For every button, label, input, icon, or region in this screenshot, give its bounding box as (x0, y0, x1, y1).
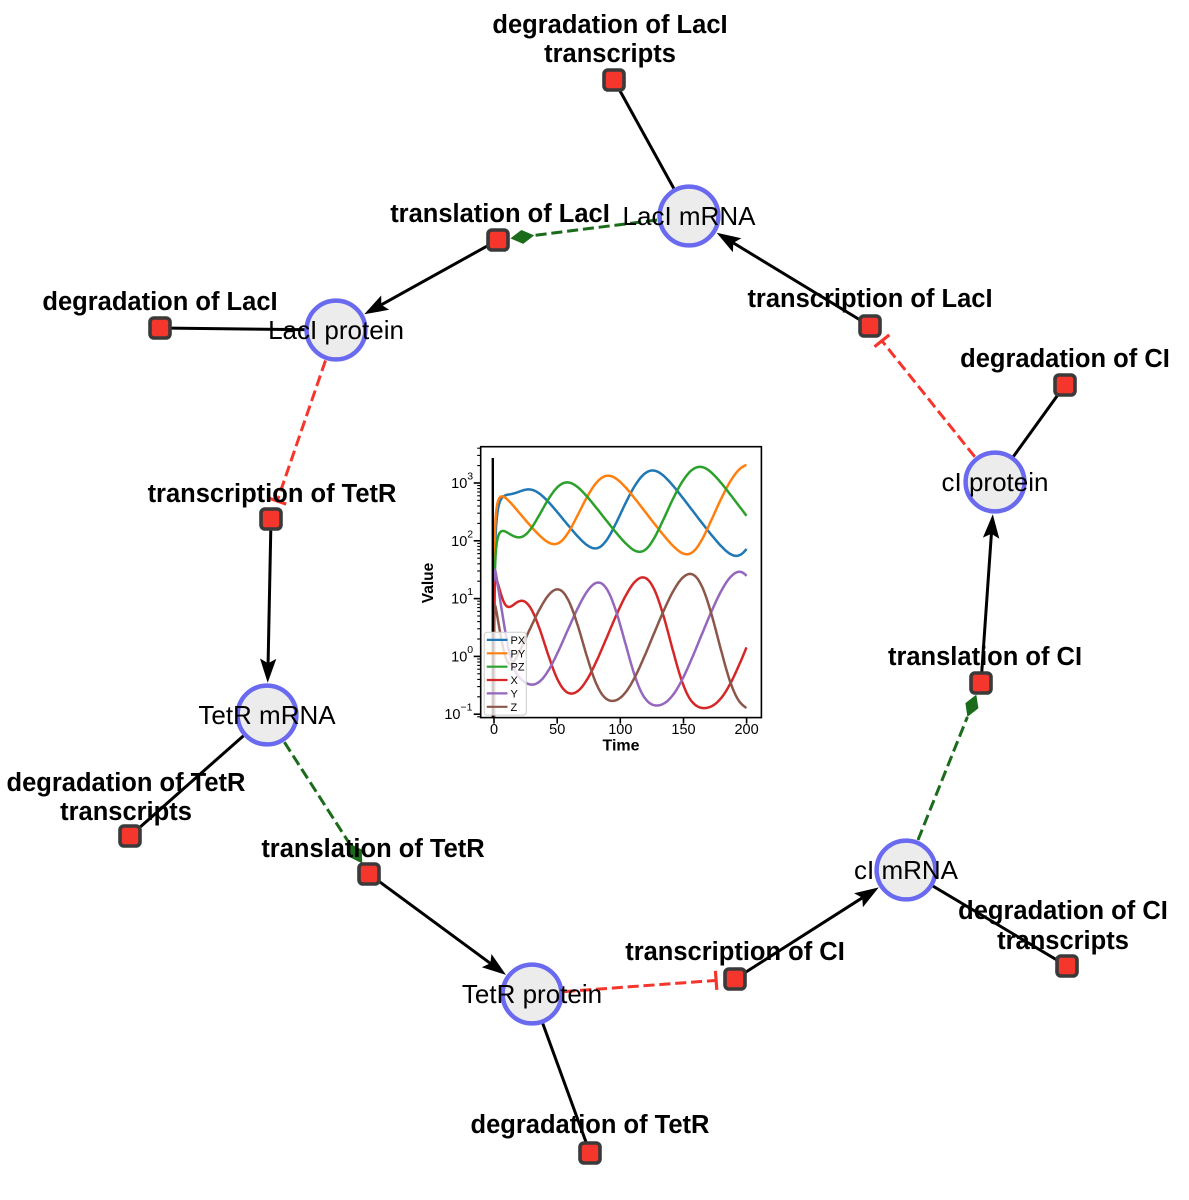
svg-text:LacI mRNA: LacI mRNA (623, 201, 757, 231)
svg-text:10: 10 (451, 534, 467, 550)
svg-text:−1: −1 (461, 702, 473, 714)
svg-text:TetR mRNA: TetR mRNA (198, 700, 336, 730)
svg-text:transcription of LacI: transcription of LacI (747, 285, 992, 313)
svg-text:transcripts: transcripts (544, 40, 676, 68)
svg-text:translation of CI: translation of CI (888, 643, 1082, 671)
svg-text:Time: Time (602, 738, 639, 755)
svg-text:X: X (511, 675, 519, 687)
svg-text:translation of TetR: translation of TetR (261, 835, 484, 863)
svg-text:TetR protein: TetR protein (462, 979, 602, 1009)
svg-text:Y: Y (511, 688, 519, 700)
svg-text:transcription of CI: transcription of CI (625, 938, 845, 966)
svg-text:transcripts: transcripts (60, 798, 192, 826)
svg-text:degradation of LacI: degradation of LacI (492, 11, 727, 39)
svg-text:degradation of CI: degradation of CI (958, 897, 1168, 925)
svg-text:10: 10 (444, 707, 460, 723)
svg-text:degradation of LacI: degradation of LacI (42, 288, 277, 316)
svg-text:PZ: PZ (511, 662, 525, 674)
svg-text:translation of LacI: translation of LacI (390, 200, 610, 228)
svg-text:0: 0 (490, 722, 498, 738)
svg-text:0: 0 (467, 644, 473, 656)
svg-text:cI protein: cI protein (942, 467, 1049, 497)
svg-text:Z: Z (511, 702, 518, 714)
svg-text:degradation of TetR: degradation of TetR (471, 1111, 710, 1139)
svg-text:200: 200 (734, 722, 758, 738)
svg-text:PY: PY (511, 648, 526, 660)
svg-text:Value: Value (420, 562, 437, 603)
svg-text:transcripts: transcripts (997, 927, 1129, 955)
svg-text:150: 150 (671, 722, 695, 738)
svg-text:transcription of TetR: transcription of TetR (148, 480, 397, 508)
svg-text:50: 50 (549, 722, 565, 738)
svg-text:10: 10 (451, 476, 467, 492)
svg-text:degradation of TetR: degradation of TetR (7, 769, 246, 797)
svg-text:cI mRNA: cI mRNA (854, 855, 959, 885)
svg-text:10: 10 (451, 649, 467, 665)
svg-text:1: 1 (467, 586, 473, 598)
svg-text:100: 100 (608, 722, 632, 738)
svg-text:2: 2 (467, 528, 473, 540)
svg-text:LacI protein: LacI protein (268, 315, 404, 345)
svg-text:3: 3 (467, 471, 473, 483)
svg-text:PX: PX (511, 635, 526, 647)
svg-text:10: 10 (451, 592, 467, 608)
svg-text:degradation of CI: degradation of CI (960, 345, 1170, 373)
